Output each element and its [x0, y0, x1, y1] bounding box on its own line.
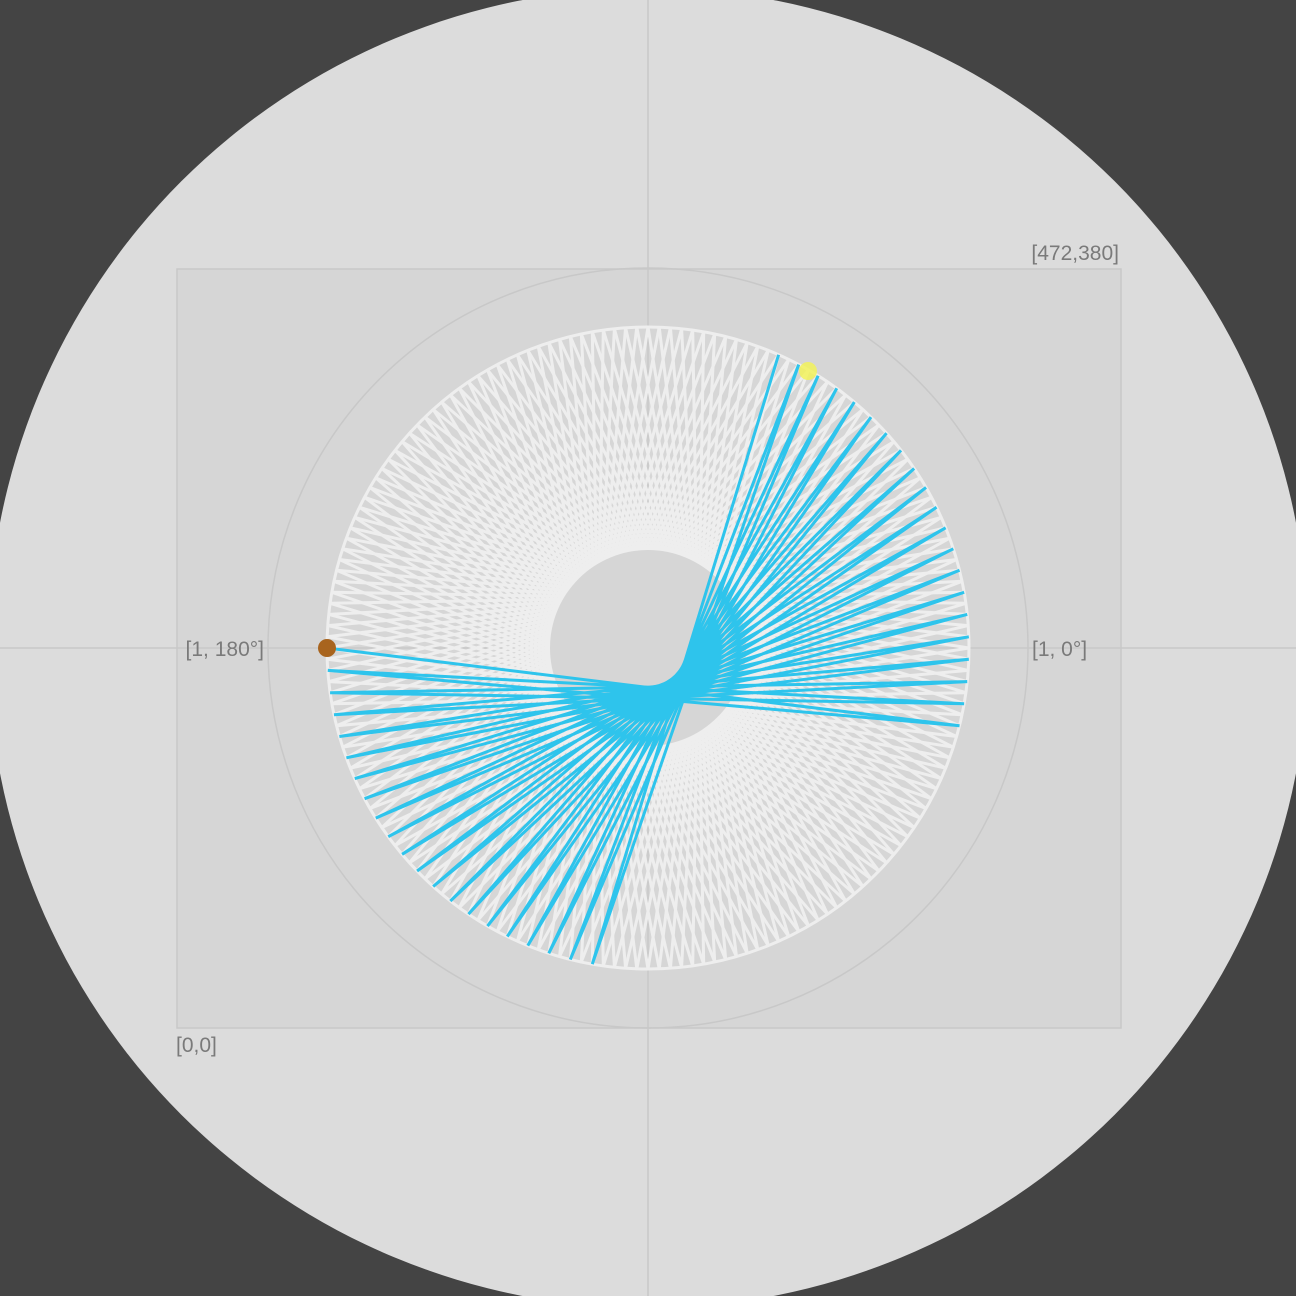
- start-marker: [318, 639, 336, 657]
- axis-label-right: [1, 0°]: [1032, 638, 1087, 661]
- unit-circle: [267, 267, 1029, 1029]
- end-marker: [799, 362, 817, 380]
- corner-label-top-right: [472,380]: [1031, 242, 1119, 265]
- trace-path: [326, 354, 970, 965]
- trace-polyline: [326, 354, 970, 965]
- axis-label-left: [1, 180°]: [186, 638, 264, 661]
- corner-label-bottom-left: [0,0]: [176, 1034, 217, 1057]
